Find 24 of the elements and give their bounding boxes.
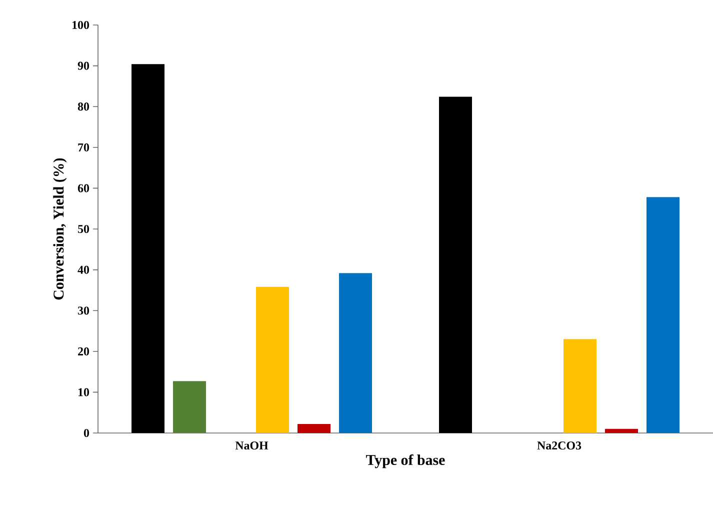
bar — [256, 286, 290, 433]
bar — [173, 381, 206, 433]
bar — [339, 273, 372, 433]
y-tick-label: 0 — [84, 428, 90, 438]
y-tick-label: 70 — [78, 143, 90, 152]
y-tick-label: 90 — [78, 62, 90, 70]
bar — [439, 96, 472, 433]
y-tick-label: 100 — [72, 20, 90, 30]
bar — [564, 339, 597, 433]
bar — [646, 197, 680, 433]
y-tick-label: 50 — [78, 224, 90, 234]
y-tick-label: 80 — [78, 102, 90, 111]
bar — [298, 424, 331, 433]
bar — [605, 428, 638, 433]
y-axis-title: Conversion, Yield (%) — [53, 158, 67, 300]
x-tick-label: Na2CO3 — [537, 442, 582, 450]
y-tick-label: 20 — [78, 347, 90, 356]
y-tick-label: 60 — [78, 184, 90, 192]
bar — [132, 64, 164, 433]
x-axis-title: Type of base — [366, 454, 445, 468]
x-tick-label: NaOH — [235, 442, 268, 450]
y-tick-label: 30 — [78, 306, 90, 315]
y-tick-label: 10 — [78, 388, 90, 396]
y-tick-label: 40 — [78, 266, 90, 274]
